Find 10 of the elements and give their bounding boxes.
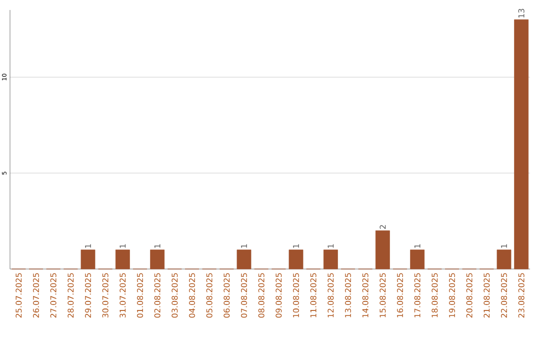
bar: [496, 250, 512, 270]
bar: [323, 250, 338, 270]
bar: [375, 230, 390, 270]
bar: [514, 19, 529, 270]
bar: [288, 250, 304, 270]
bar: [410, 250, 425, 270]
bar: [115, 250, 130, 270]
bar: [236, 250, 252, 270]
bar: [80, 250, 96, 270]
bar: [150, 250, 165, 270]
